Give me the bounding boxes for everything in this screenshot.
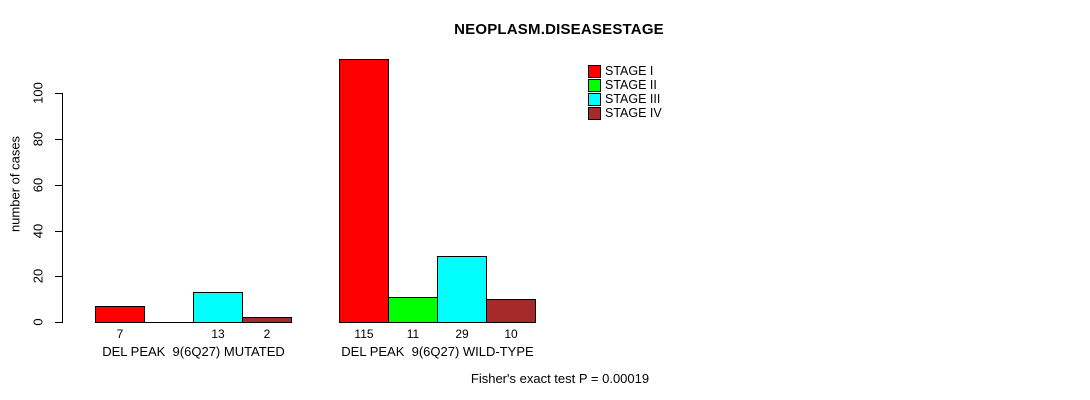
y-axis-tick-label: 0 bbox=[30, 318, 46, 326]
bar-value-label: 29 bbox=[455, 327, 469, 341]
group-label-mutated: DEL PEAK 9(6Q27) MUTATED bbox=[102, 344, 285, 359]
legend-swatch-stage-i bbox=[588, 65, 601, 78]
y-axis-tick bbox=[55, 231, 62, 232]
y-axis-tick bbox=[55, 93, 62, 94]
legend-label-stage-iv: STAGE IV bbox=[605, 106, 662, 120]
y-axis-tick-label: 40 bbox=[30, 223, 46, 239]
legend-label-stage-iii: STAGE III bbox=[605, 92, 661, 106]
bar-value-label: 11 bbox=[406, 327, 420, 341]
y-axis-tick bbox=[55, 276, 62, 277]
y-axis-tick bbox=[55, 139, 62, 140]
bar-stage-iii bbox=[437, 256, 487, 323]
y-axis-tick bbox=[55, 322, 62, 323]
y-axis-tick bbox=[55, 185, 62, 186]
y-axis-tick-label: 20 bbox=[30, 268, 46, 284]
bar-stage-iv bbox=[242, 317, 292, 323]
annotation-text: Fisher's exact test P = 0.00019 bbox=[470, 371, 650, 386]
bar-stage-ii bbox=[388, 297, 438, 323]
legend: STAGE I STAGE II STAGE III STAGE IV bbox=[588, 65, 728, 125]
legend-label-stage-i: STAGE I bbox=[605, 64, 654, 78]
y-axis-line bbox=[62, 93, 63, 323]
chart-title: NEOPLASM.DISEASESTAGE bbox=[454, 21, 664, 38]
bar-value-label: 2 bbox=[263, 327, 271, 341]
bar-value-label: 7 bbox=[116, 327, 124, 341]
bar-stage-i bbox=[339, 59, 389, 323]
bar-value-label: 115 bbox=[354, 327, 374, 341]
bar-value-label: 10 bbox=[504, 327, 518, 341]
y-axis-label: number of cases bbox=[7, 135, 23, 233]
legend-swatch-stage-iv bbox=[588, 107, 601, 120]
bar-stage-ii-zero bbox=[144, 322, 194, 323]
bar-stage-i bbox=[95, 306, 145, 323]
bar-stage-iii bbox=[193, 292, 243, 323]
bar-stage-iv bbox=[486, 299, 536, 323]
y-axis-tick-label: 60 bbox=[30, 177, 46, 193]
y-axis-tick-label: 100 bbox=[30, 82, 46, 104]
legend-label-stage-ii: STAGE II bbox=[605, 78, 657, 92]
bar-value-label: 13 bbox=[211, 327, 225, 341]
y-axis-tick-label: 80 bbox=[30, 131, 46, 147]
legend-swatch-stage-ii bbox=[588, 79, 601, 92]
legend-swatch-stage-iii bbox=[588, 93, 601, 106]
group-label-wild-type: DEL PEAK 9(6Q27) WILD-TYPE bbox=[341, 344, 534, 359]
